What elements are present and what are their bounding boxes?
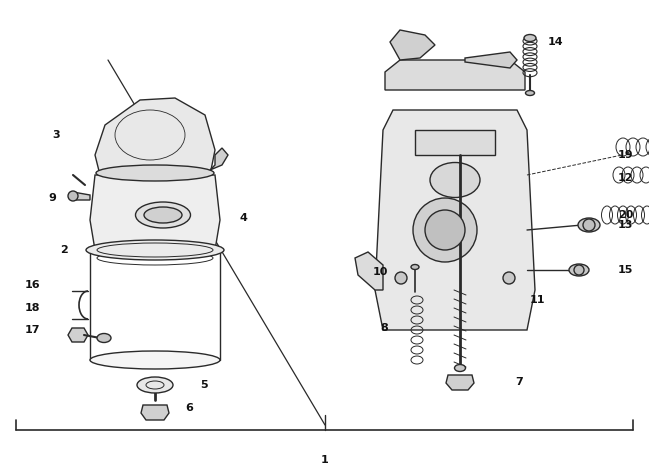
Ellipse shape — [411, 265, 419, 269]
Ellipse shape — [430, 162, 480, 198]
Text: 16: 16 — [25, 280, 40, 290]
Ellipse shape — [569, 264, 589, 276]
Text: 12: 12 — [618, 173, 633, 183]
Ellipse shape — [137, 377, 173, 393]
Polygon shape — [390, 30, 435, 60]
Circle shape — [503, 272, 515, 284]
Ellipse shape — [86, 240, 224, 260]
Ellipse shape — [90, 351, 220, 369]
Text: 13: 13 — [618, 220, 633, 230]
Text: 15: 15 — [618, 265, 633, 275]
Polygon shape — [90, 175, 220, 250]
Ellipse shape — [454, 364, 465, 371]
Circle shape — [68, 191, 78, 201]
Polygon shape — [210, 148, 228, 170]
Ellipse shape — [96, 165, 214, 181]
Ellipse shape — [578, 218, 600, 232]
Ellipse shape — [144, 207, 182, 223]
Text: 2: 2 — [60, 245, 68, 255]
Ellipse shape — [526, 91, 535, 95]
Text: 17: 17 — [25, 325, 40, 335]
Text: 1: 1 — [321, 455, 329, 465]
Text: 20: 20 — [618, 210, 633, 220]
Circle shape — [425, 210, 465, 250]
Polygon shape — [375, 110, 535, 330]
Polygon shape — [141, 405, 169, 420]
Text: 18: 18 — [25, 303, 40, 313]
Circle shape — [583, 219, 595, 231]
Text: 11: 11 — [530, 295, 546, 305]
Polygon shape — [385, 60, 525, 90]
Polygon shape — [95, 98, 215, 175]
Text: 9: 9 — [48, 193, 56, 203]
Circle shape — [395, 272, 407, 284]
Polygon shape — [355, 252, 383, 290]
Text: 4: 4 — [240, 213, 248, 223]
Polygon shape — [465, 52, 517, 68]
Ellipse shape — [524, 35, 536, 41]
Polygon shape — [415, 130, 495, 155]
Text: 7: 7 — [515, 377, 522, 387]
Text: 10: 10 — [373, 267, 388, 277]
Polygon shape — [68, 328, 88, 342]
Text: 19: 19 — [618, 150, 633, 160]
Text: 5: 5 — [200, 380, 208, 390]
Text: 3: 3 — [53, 130, 60, 140]
Ellipse shape — [136, 202, 191, 228]
Circle shape — [413, 198, 477, 262]
Ellipse shape — [90, 241, 220, 259]
Text: 6: 6 — [185, 403, 193, 413]
Circle shape — [574, 265, 584, 275]
Text: 14: 14 — [548, 37, 563, 47]
Ellipse shape — [97, 333, 111, 342]
Polygon shape — [446, 375, 474, 390]
Text: 8: 8 — [380, 323, 388, 333]
Polygon shape — [73, 192, 90, 200]
